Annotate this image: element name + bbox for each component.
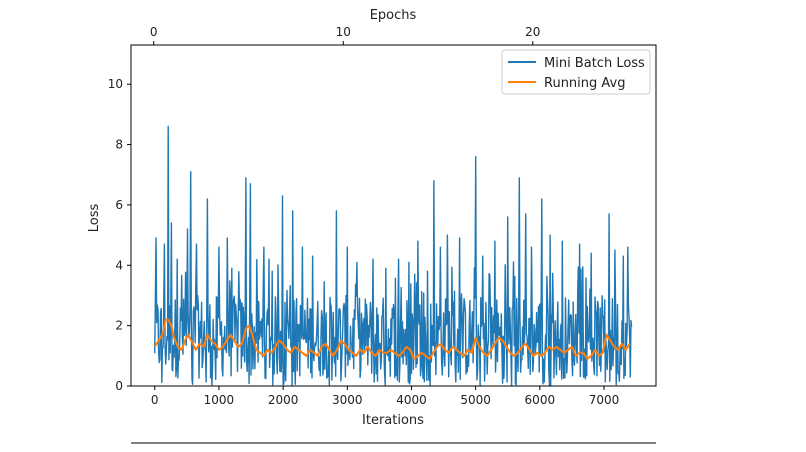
x-tick-label: 1000 [204, 393, 235, 407]
legend-box [501, 49, 651, 95]
top-x-axis: 0 10 20 [150, 25, 540, 45]
x-tick-label: 6000 [525, 393, 556, 407]
y-tick-label: 10 [108, 77, 123, 91]
top-x-axis-label: Epochs [370, 8, 417, 23]
y-axis-label: Loss [87, 204, 102, 233]
y-tick-label: 4 [115, 258, 123, 272]
x-axis-label: Iterations [362, 413, 424, 428]
data-layer [153, 125, 633, 386]
plot-area [153, 125, 633, 386]
x-tick-label: 5000 [460, 393, 491, 407]
legend: Mini Batch Loss Running Avg [501, 49, 651, 95]
running-avg-line [153, 318, 631, 360]
top-x-tick-label: 20 [525, 25, 540, 39]
legend-running-avg-label: Running Avg [544, 76, 625, 91]
x-tick-label: 3000 [332, 393, 363, 407]
mini-batch-loss-line [154, 125, 633, 386]
x-tick-label: 4000 [396, 393, 427, 407]
x-tick-label: 0 [151, 393, 159, 407]
legend-mini-batch-label: Mini Batch Loss [544, 56, 645, 71]
y-tick-label: 2 [115, 319, 123, 333]
bottom-x-axis: 0 1000 2000 3000 4000 5000 6000 7000 [151, 386, 619, 407]
x-tick-label: 7000 [589, 393, 620, 407]
y-tick-label: 6 [115, 198, 123, 212]
top-x-tick-label: 10 [336, 25, 351, 39]
x-tick-label: 2000 [268, 393, 299, 407]
y-tick-label: 0 [115, 379, 123, 393]
y-tick-label: 8 [115, 138, 123, 152]
y-axis: 0 2 4 6 8 10 [108, 77, 131, 393]
top-x-tick-label: 0 [150, 25, 158, 39]
axes-frame [130, 44, 657, 387]
